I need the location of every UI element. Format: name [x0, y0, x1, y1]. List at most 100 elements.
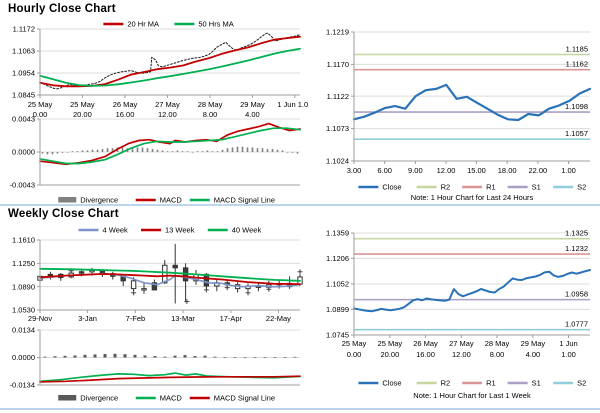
x-tick-label: 29 May [240, 100, 265, 109]
x-tick-label: 26 May [113, 100, 138, 109]
legend-item-40-week: 40 Week [207, 226, 262, 235]
chart-note: Note: 1 Hour Chart for Last 1 Week [413, 391, 531, 400]
chart-legend: Close R2 R1 S1 S2 [358, 183, 586, 192]
axis-grid: 1.1219 1.1170 1.1122 1.1073 1.1024 [326, 28, 590, 166]
x-tick-label: 3.00 [347, 166, 362, 175]
x-tick-label: 13-Mar [171, 314, 195, 323]
x-tick-label: 27 May [449, 339, 474, 348]
y-tick-label: 1.0845 [12, 91, 35, 100]
chart-legend: Close R2 R1 S1 S2 [358, 379, 586, 388]
chart-legend: Divergence MACD MACD Signal Line [58, 196, 275, 205]
x-tick-label: 27 May [155, 100, 180, 109]
y-tick-label: 1.1206 [326, 254, 349, 263]
y-tick-label: 1.1359 [326, 229, 349, 238]
hourly_macd-plot: 0.0043 0.0000 -0.0043 Divergence MACD MACD Si… [10, 115, 301, 205]
y-tick-label: -0.0134 [10, 381, 35, 390]
legend-item-50-hrs-ma: 50 Hrs MA [174, 20, 234, 29]
series-50-hrs-ma [39, 47, 301, 87]
section-divider [0, 204, 600, 206]
x-tick-label: 0.00 [347, 350, 362, 359]
x-tick-label: 22.00 [528, 166, 547, 175]
y-tick-label: 1.1052 [326, 280, 349, 289]
weekly-close-chart: 1.1610 1.1250 1.0890 1.0530 29-Nov 3-Jan 7-Feb… [0, 221, 308, 330]
axis-grid: 1.1610 1.1250 1.0890 1.0530 [12, 236, 300, 315]
chart-legend: 4 Week 13 Week 40 Week [78, 226, 262, 235]
weekly-section-title: Weekly Close Chart [8, 208, 119, 220]
x-tick-label: 9.00 [408, 166, 423, 175]
x-tick-label: 1 Jun [559, 339, 577, 348]
y-tick-label: 1.0890 [12, 282, 35, 291]
series-13-week [39, 273, 301, 285]
plus-markers [68, 268, 303, 305]
legend-item-close: Close [358, 183, 402, 192]
pivot-label-s2: 1.0777 [565, 320, 588, 329]
x-tick-label: 4.00 [245, 110, 260, 119]
series-macd-signal-line [39, 127, 301, 165]
x-tick-label: 29-Nov [28, 314, 52, 323]
series-macd [39, 122, 301, 166]
bottom-divider [0, 408, 600, 410]
legend-label: S2 [577, 183, 586, 192]
y-tick-label: 1.0745 [326, 331, 349, 340]
x-tick-label: 1 Jun 1.00 [277, 100, 308, 109]
legend-item-divergence: Divergence [58, 196, 118, 205]
x-tick-label: 15.00 [467, 166, 486, 175]
chart-note: Note: 1 Hour Chart for Last 24 Hours [411, 193, 534, 202]
legend-label: R2 [441, 183, 451, 192]
x-tick-label: 12.00 [452, 350, 471, 359]
legend-label: MACD Signal Line [214, 196, 275, 205]
series-close [353, 269, 591, 313]
x-tick-label: 1.00 [561, 350, 576, 359]
legend-label: Divergence [80, 394, 118, 403]
divergence-bars [43, 353, 297, 359]
legend-item-r2: R2 [416, 183, 451, 192]
x-tick-label: 25 May [378, 339, 403, 348]
legend-item-s2: S2 [553, 183, 586, 192]
hourly-section-title: Hourly Close Chart [8, 3, 116, 15]
legend-item-macd-signal-line: MACD Signal Line [189, 394, 275, 403]
x-tick-label: 25 May [70, 100, 95, 109]
legend-label: Close [382, 379, 401, 388]
weekly-candles [37, 243, 303, 304]
legend-item-s1: S1 [507, 183, 541, 192]
pivot-label-r2: 1.1325 [565, 229, 588, 238]
y-tick-label: 0.0000 [12, 353, 35, 362]
y-tick-label: 1.1610 [12, 236, 35, 245]
x-tick-label: 17-Apr [220, 314, 243, 323]
chart-legend: 20 Hr MA 50 Hrs MA [103, 20, 234, 29]
y-tick-label: 1.1172 [13, 25, 35, 34]
x-tick-label: 22-May [266, 314, 291, 323]
x-tick-label: 8.00 [490, 350, 505, 359]
legend-item-divergence: Divergence [58, 394, 118, 403]
x-tick-label: 18.00 [498, 166, 517, 175]
x-tick-label: 12.00 [158, 110, 177, 119]
hourly-close-chart: 1.1172 1.1063 1.0954 1.0845 25 May 0.00 25 May… [0, 15, 312, 132]
legend-item-4-week: 4 Week [78, 226, 128, 235]
series-close [352, 83, 592, 122]
legend-label: 40 Week [232, 226, 262, 235]
y-tick-label: 1.1122 [327, 92, 349, 101]
y-tick-label: 1.1063 [12, 47, 35, 56]
weekly-pivot-chart: 1.1359 1.1206 1.1052 1.0899 1.0745 25 May 0.00… [306, 210, 600, 413]
series-macd-signal-line [39, 375, 301, 383]
x-tick-label: 0.00 [33, 110, 48, 119]
x-tick-label: 25 May [28, 100, 53, 109]
legend-item-s1: S1 [507, 379, 541, 388]
y-tick-label: 0.0043 [12, 115, 35, 124]
x-tick-label: 12.00 [437, 166, 456, 175]
legend-label: S2 [577, 379, 586, 388]
x-tick-label: 16.00 [116, 110, 135, 119]
y-tick-label: -0.0043 [10, 181, 35, 190]
legend-label: MACD [160, 394, 183, 403]
y-tick-label: 1.1170 [327, 60, 349, 69]
pivot-label-r1: 1.1232 [565, 244, 588, 253]
x-tick-label: 3-Jan [78, 314, 97, 323]
x-tick-label: 25 May [342, 339, 367, 348]
y-tick-label: 1.1219 [326, 28, 349, 37]
pivot-label-s1: 1.0958 [565, 290, 588, 299]
x-tick-label: 6.00 [377, 166, 392, 175]
